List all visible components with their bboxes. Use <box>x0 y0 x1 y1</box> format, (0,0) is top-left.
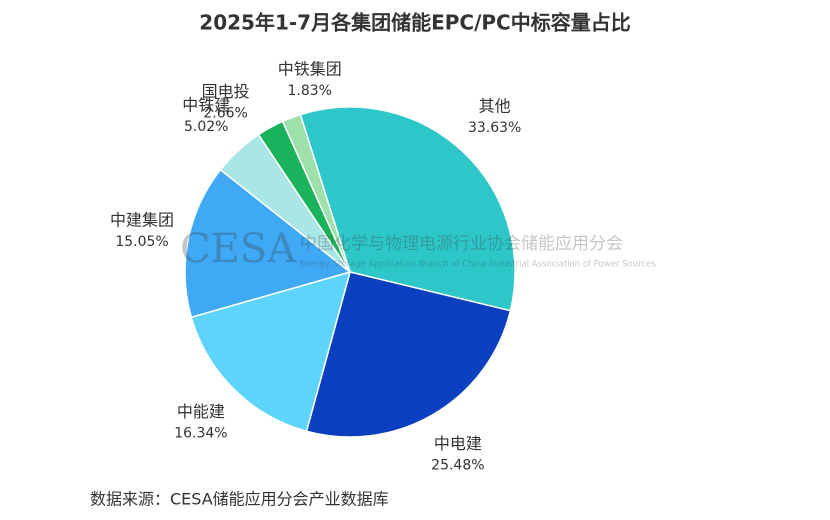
slice-label: 其他 <box>479 97 511 116</box>
pie <box>184 106 516 438</box>
slice-label: 国电投 <box>202 82 250 101</box>
pie-slice <box>305 271 512 438</box>
watermark-logo: CESA <box>180 226 297 272</box>
slice-value-label: 1.83% <box>287 83 331 99</box>
slice-label: 中能建 <box>177 402 225 421</box>
slice-label: 中铁建 <box>182 96 230 115</box>
slice-value-label: 5.02% <box>184 119 228 135</box>
watermark-english: Energy Storage Application Branch of Chi… <box>300 260 656 270</box>
watermark-name: 中国化学与物理电源行业协会储能应用分会 <box>300 234 623 254</box>
slice-value-label: 16.34% <box>174 426 227 442</box>
slice-label: 中铁集团 <box>278 59 342 78</box>
pie-slice <box>299 106 516 312</box>
watermark: CESA 中国化学与物理电源行业协会储能应用分会 Energy Storage … <box>180 226 656 272</box>
chart-title: 2025年1-7月各集团储能EPC/PC中标容量占比 <box>199 11 630 35</box>
pie-slice <box>190 270 352 433</box>
slice-value-label: 33.63% <box>468 120 521 136</box>
slice-label: 中建集团 <box>110 210 174 229</box>
slice-label: 中电建 <box>434 434 482 453</box>
slice-value-label: 25.48% <box>431 458 484 474</box>
slice-value-label: 15.05% <box>115 234 168 250</box>
slice-value-label: 2.66% <box>203 105 247 121</box>
source-note: 数据来源：CESA储能应用分会产业数据库 <box>90 490 389 509</box>
pie-slice <box>281 113 351 273</box>
pie-slice <box>184 168 352 319</box>
